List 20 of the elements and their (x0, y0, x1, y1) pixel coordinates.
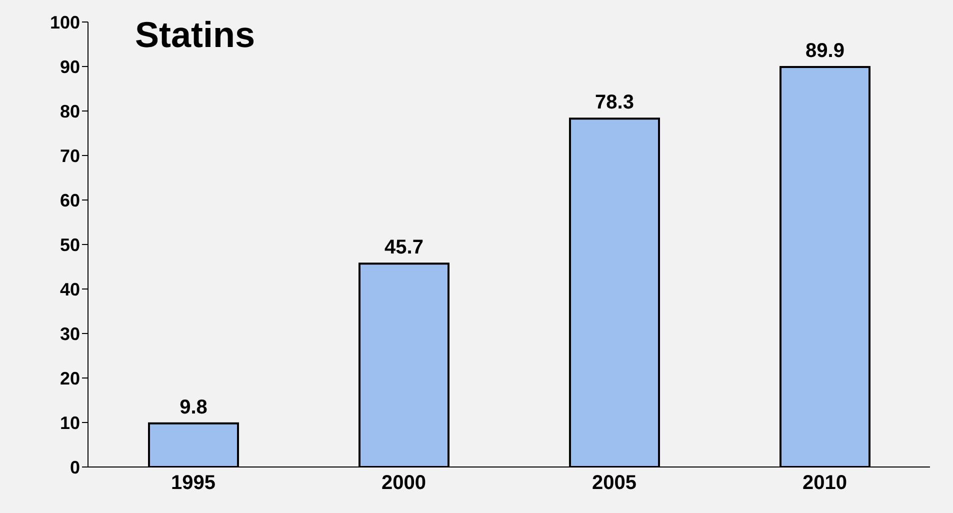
y-tick-label: 100 (50, 12, 80, 32)
y-tick-label: 40 (60, 279, 80, 300)
y-tick-label: 10 (60, 412, 80, 433)
y-tick-label: 80 (60, 101, 80, 122)
y-tick-label: 20 (60, 368, 80, 388)
y-tick-label: 90 (60, 56, 80, 77)
y-tick-label: 60 (60, 190, 80, 210)
data-label: 78.3 (595, 92, 634, 114)
data-label: 89.9 (806, 40, 844, 62)
y-tick-label: 50 (60, 234, 80, 255)
x-tick-label: 2005 (592, 472, 636, 494)
x-tick-label: 1995 (171, 472, 216, 494)
y-tick-label: 30 (60, 324, 80, 344)
chart-title: Statins (135, 14, 256, 56)
y-tick-label: 0 (70, 457, 80, 478)
x-tick-label: 2000 (382, 472, 426, 494)
x-tick-label: 2010 (802, 472, 847, 494)
y-tick-label: 70 (60, 146, 80, 166)
data-label: 9.8 (180, 396, 208, 418)
data-label: 45.7 (384, 236, 424, 259)
